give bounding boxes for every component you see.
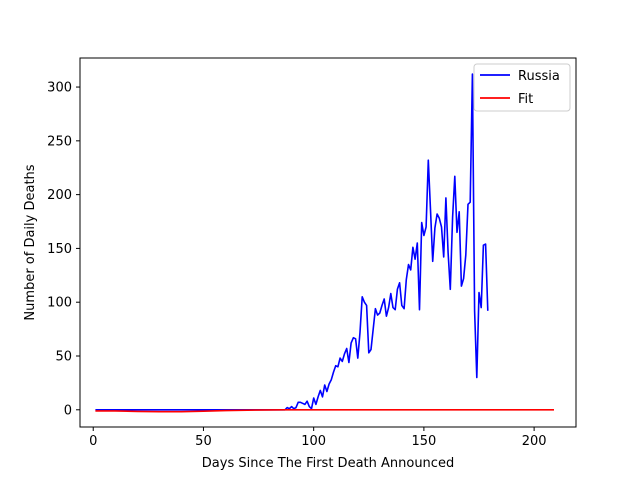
series-layer [95, 73, 554, 413]
series-line-fit [95, 408, 554, 413]
legend-label-fit: Fit [518, 92, 533, 107]
y-tick-label: 150 [47, 242, 72, 257]
series-line-russia [95, 73, 489, 411]
y-tick-label: 50 [55, 349, 72, 364]
x-tick-label: 50 [195, 434, 212, 449]
y-tick-label: 0 [64, 403, 72, 418]
x-axis-label: Days Since The First Death Announced [202, 456, 454, 471]
x-axis-ticks: 0 50 100 150 200 [89, 427, 547, 449]
x-tick-label: 100 [301, 434, 326, 449]
y-tick-label: 200 [47, 188, 72, 203]
x-tick-label: 150 [411, 434, 436, 449]
x-tick-label: 0 [89, 434, 97, 449]
y-axis-ticks: 0 50 100 150 200 250 300 [47, 81, 80, 418]
x-tick-label: 200 [522, 434, 547, 449]
y-tick-label: 300 [47, 81, 72, 96]
legend-label-russia: Russia [518, 69, 560, 84]
y-axis-label: Number of Daily Deaths [23, 164, 38, 320]
legend: Russia Fit [473, 63, 571, 112]
y-tick-label: 100 [47, 296, 72, 311]
y-tick-label: 250 [47, 134, 72, 149]
plot-frame [79, 57, 577, 428]
